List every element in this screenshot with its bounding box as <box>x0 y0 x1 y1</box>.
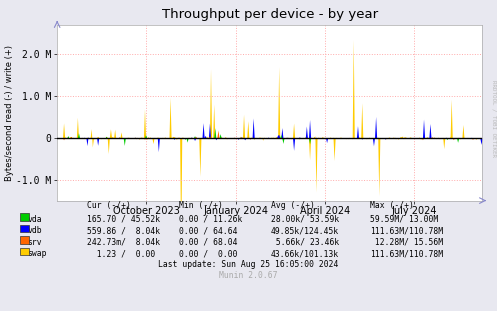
Text: 0.00 /  0.00: 0.00 / 0.00 <box>179 249 243 258</box>
Text: Avg (-/+): Avg (-/+) <box>271 201 315 210</box>
Text: 28.00k/ 53.59k: 28.00k/ 53.59k <box>271 215 339 224</box>
Y-axis label: Bytes/second read (-) / write (+): Bytes/second read (-) / write (+) <box>4 45 13 181</box>
Text: 5.66k/ 23.46k: 5.66k/ 23.46k <box>271 238 339 247</box>
Text: Min (-/+): Min (-/+) <box>179 201 223 210</box>
Text: 111.63M/110.78M: 111.63M/110.78M <box>370 249 443 258</box>
Text: 1.23 /  0.00: 1.23 / 0.00 <box>87 249 160 258</box>
Text: Munin 2.0.67: Munin 2.0.67 <box>219 271 278 280</box>
Text: srv: srv <box>27 238 42 247</box>
Text: 0.00 / 11.26k: 0.00 / 11.26k <box>179 215 243 224</box>
Title: Throughput per device - by year: Throughput per device - by year <box>162 8 378 21</box>
Text: 0.00 / 64.64: 0.00 / 64.64 <box>179 226 243 235</box>
Text: 559.86 /  8.04k: 559.86 / 8.04k <box>87 226 160 235</box>
Text: Max (-/+): Max (-/+) <box>370 201 414 210</box>
Text: 111.63M/110.78M: 111.63M/110.78M <box>370 226 443 235</box>
Text: Cur (-/+): Cur (-/+) <box>87 201 131 210</box>
Text: 0.00 / 68.04: 0.00 / 68.04 <box>179 238 243 247</box>
Text: 12.28M/ 15.56M: 12.28M/ 15.56M <box>370 238 443 247</box>
Text: 43.66k/101.13k: 43.66k/101.13k <box>271 249 339 258</box>
Text: 242.73m/  8.04k: 242.73m/ 8.04k <box>87 238 160 247</box>
Text: vda: vda <box>27 215 42 224</box>
Text: 59.59M/ 13.00M: 59.59M/ 13.00M <box>370 215 438 224</box>
Text: 49.85k/124.45k: 49.85k/124.45k <box>271 226 339 235</box>
Text: vdb: vdb <box>27 226 42 235</box>
Text: Last update: Sun Aug 25 16:05:00 2024: Last update: Sun Aug 25 16:05:00 2024 <box>159 261 338 269</box>
Text: 165.70 / 45.52k: 165.70 / 45.52k <box>87 215 160 224</box>
Text: RRDTOOL / TOBI OETIKER: RRDTOOL / TOBI OETIKER <box>491 80 496 157</box>
Text: swap: swap <box>27 249 47 258</box>
